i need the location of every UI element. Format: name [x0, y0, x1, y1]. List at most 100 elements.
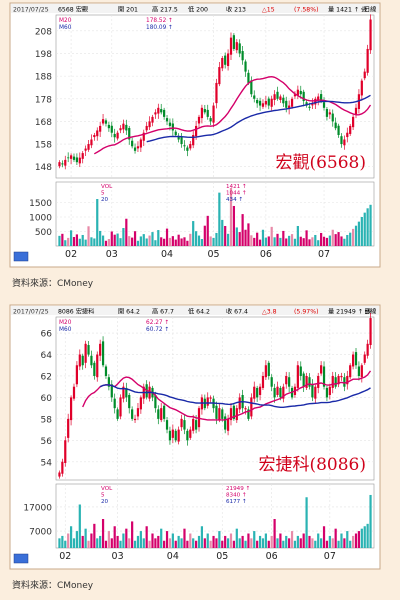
- candle: [360, 363, 363, 383]
- candle: [93, 132, 96, 141]
- volume-bar: [203, 225, 206, 246]
- candle: [72, 383, 76, 401]
- stock-chart-6568: 2017/07/25 6568 宏觀 開 201 高 217.5 低 200 收 213 △…: [9, 2, 381, 268]
- candle: [189, 140, 192, 151]
- candle: [244, 59, 247, 77]
- ma20-line: [93, 75, 372, 155]
- volume-bar: [145, 238, 148, 246]
- candle-body: [75, 157, 79, 163]
- volume-bar: [189, 233, 192, 246]
- volume-bar: [331, 229, 334, 246]
- candle-body: [194, 125, 198, 137]
- volume-bar: [360, 528, 363, 548]
- candle: [346, 370, 349, 390]
- candle: [69, 395, 73, 426]
- candle: [113, 128, 116, 143]
- candle-body: [139, 139, 142, 148]
- candle-body: [75, 365, 79, 385]
- candle: [221, 55, 224, 72]
- candle: [110, 121, 113, 138]
- candle-body: [160, 109, 163, 113]
- volume-bar: [177, 535, 180, 548]
- volume-bar: [261, 229, 265, 246]
- candle: [116, 130, 119, 141]
- volume-bar: [308, 239, 311, 246]
- candle: [325, 107, 329, 121]
- volume-bar: [96, 538, 99, 548]
- candle-body: [232, 35, 236, 49]
- price-tick-label: 56: [41, 437, 53, 447]
- candle: [78, 349, 81, 371]
- candle-body: [276, 386, 279, 395]
- candle: [133, 414, 137, 423]
- volume-bar: [69, 526, 73, 548]
- candle-body: [331, 375, 334, 388]
- header-open: 開 201: [118, 7, 138, 14]
- volume-bar: [154, 240, 157, 246]
- candle: [273, 383, 276, 403]
- candle-body: [229, 408, 233, 421]
- candle-body: [317, 375, 320, 388]
- candle: [267, 96, 270, 110]
- volume-bar: [142, 234, 145, 246]
- source-label-2: 資料來源：CMoney: [12, 581, 94, 591]
- candle-body: [256, 387, 259, 398]
- price-tick-label: 64: [41, 351, 53, 361]
- volume-bar: [69, 230, 73, 246]
- volume-bar: [363, 212, 366, 246]
- candle-body: [314, 98, 317, 105]
- header-close: 收 213: [226, 6, 246, 14]
- volume-bar: [131, 237, 134, 246]
- volume-bar: [235, 528, 238, 548]
- candle: [90, 350, 93, 369]
- candle: [250, 393, 253, 420]
- candle-body: [72, 156, 76, 160]
- candle-body: [84, 343, 87, 363]
- candle: [218, 403, 221, 423]
- x-tick-label: 04: [161, 249, 173, 260]
- volume-bar: [349, 232, 352, 246]
- candle-body: [107, 377, 110, 387]
- volume-bar: [87, 226, 90, 246]
- volume-bar: [133, 231, 137, 246]
- vol-legend-value: 6177 ↑: [226, 498, 247, 505]
- volume-bar: [168, 538, 172, 548]
- volume-bar: [308, 535, 311, 548]
- candle: [290, 96, 294, 109]
- candle: [264, 360, 267, 381]
- volume-bar: [72, 237, 76, 246]
- candle: [200, 104, 204, 124]
- volume-bar: [331, 538, 334, 548]
- volume-bar: [186, 240, 189, 246]
- candle-body: [288, 377, 291, 387]
- volume-bar: [84, 239, 87, 246]
- candle: [349, 363, 352, 380]
- candle: [84, 145, 87, 156]
- volume-bar: [334, 234, 337, 246]
- volume-bar: [90, 237, 93, 246]
- volume-bar: [241, 535, 244, 548]
- volume-bar: [311, 538, 314, 548]
- volume-bar: [128, 538, 131, 548]
- candle-body: [128, 128, 131, 140]
- volume-bar: [351, 535, 355, 548]
- stock-chart-8086: 2017/07/25 8086 宏捷科 開 64.2 高 67.7 低 64.2 收 67…: [9, 304, 381, 570]
- candle: [209, 395, 212, 403]
- candle: [139, 137, 142, 153]
- volume-bar: [354, 225, 358, 246]
- volume-bar: [261, 538, 265, 548]
- candle: [174, 428, 177, 443]
- volume-bar: [67, 237, 70, 246]
- candle-body: [293, 94, 297, 97]
- candle-body: [282, 97, 285, 104]
- candle-body: [209, 118, 212, 122]
- candle-body: [273, 94, 276, 100]
- candle-body: [270, 98, 273, 107]
- candle-body: [107, 124, 110, 129]
- candle-body: [322, 102, 326, 108]
- candle: [96, 127, 99, 141]
- candle: [177, 426, 180, 445]
- candle: [360, 78, 363, 101]
- candle-body: [110, 384, 113, 398]
- candle: [215, 78, 218, 109]
